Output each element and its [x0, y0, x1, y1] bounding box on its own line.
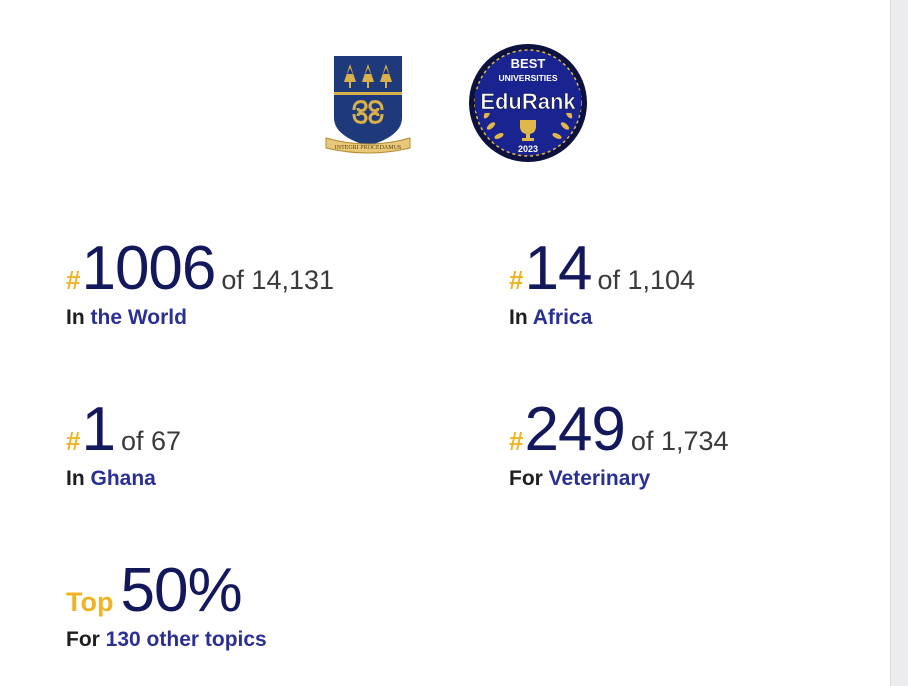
- rank-veterinary-card: # 249 of 1,734 For Veterinary: [509, 399, 729, 491]
- svg-text:BEST: BEST: [511, 56, 546, 71]
- world-link[interactable]: the World: [90, 306, 187, 329]
- rank-africa-number: 14: [524, 234, 592, 303]
- scope-prefix: In: [66, 306, 85, 329]
- ghana-link[interactable]: Ghana: [90, 467, 156, 490]
- university-crest-logo: INTEGRI PROCEDAMUS: [325, 56, 411, 154]
- rank-africa-total: of 1,104: [597, 265, 696, 295]
- scope-prefix: In: [66, 467, 85, 490]
- rank-world-line: # 1006 of 14,131: [66, 238, 334, 300]
- rank-ghana-card: # 1 of 67 In Ghana: [66, 399, 181, 491]
- rank-ghana-number: 1: [81, 395, 115, 464]
- rank-africa-card: # 14 of 1,104 In Africa: [509, 238, 695, 330]
- scope-prefix: For: [509, 467, 543, 490]
- edurank-badge-logo: BEST UNIVERSITIES EduRank 2023: [469, 44, 587, 162]
- rank-world-number: 1006: [81, 234, 216, 303]
- scope-prefix: For: [66, 628, 100, 651]
- africa-link[interactable]: Africa: [532, 306, 593, 329]
- rank-world-scope: In the World: [66, 306, 334, 330]
- rank-ghana-total: of 67: [120, 426, 182, 456]
- hash-symbol: #: [509, 265, 524, 295]
- svg-text:EduRank: EduRank: [480, 89, 576, 114]
- hash-symbol: #: [66, 265, 81, 295]
- top-label: Top: [66, 587, 114, 617]
- rank-ghana-line: # 1 of 67: [66, 399, 181, 461]
- rank-veterinary-line: # 249 of 1,734: [509, 399, 729, 461]
- rank-africa-scope: In Africa: [509, 306, 695, 330]
- rank-veterinary-total: of 1,734: [630, 426, 729, 456]
- rank-ghana-scope: In Ghana: [66, 467, 181, 491]
- hash-symbol: #: [66, 426, 81, 456]
- svg-text:2023: 2023: [518, 144, 538, 154]
- top-topics-scope: For 130 other topics: [66, 628, 267, 652]
- top-topics-line: Top 50%: [66, 560, 267, 622]
- veterinary-link[interactable]: Veterinary: [548, 467, 651, 490]
- top-percent: 50%: [120, 556, 242, 625]
- rank-veterinary-scope: For Veterinary: [509, 467, 729, 491]
- svg-text:UNIVERSITIES: UNIVERSITIES: [498, 73, 557, 83]
- scope-prefix: In: [509, 306, 528, 329]
- trophy-icon: [520, 120, 536, 141]
- rank-veterinary-number: 249: [524, 395, 625, 464]
- rank-world-card: # 1006 of 14,131 In the World: [66, 238, 334, 330]
- svg-text:INTEGRI PROCEDAMUS: INTEGRI PROCEDAMUS: [335, 145, 402, 151]
- rank-africa-line: # 14 of 1,104: [509, 238, 695, 300]
- scrollbar-track[interactable]: [890, 0, 908, 686]
- top-topics-card: Top 50% For 130 other topics: [66, 560, 267, 652]
- logos-row: INTEGRI PROCEDAMUS BEST UNIVERSITIES Edu…: [324, 42, 594, 167]
- rank-world-total: of 14,131: [221, 265, 335, 295]
- hash-symbol: #: [509, 426, 524, 456]
- other-topics-link[interactable]: 130 other topics: [105, 628, 267, 651]
